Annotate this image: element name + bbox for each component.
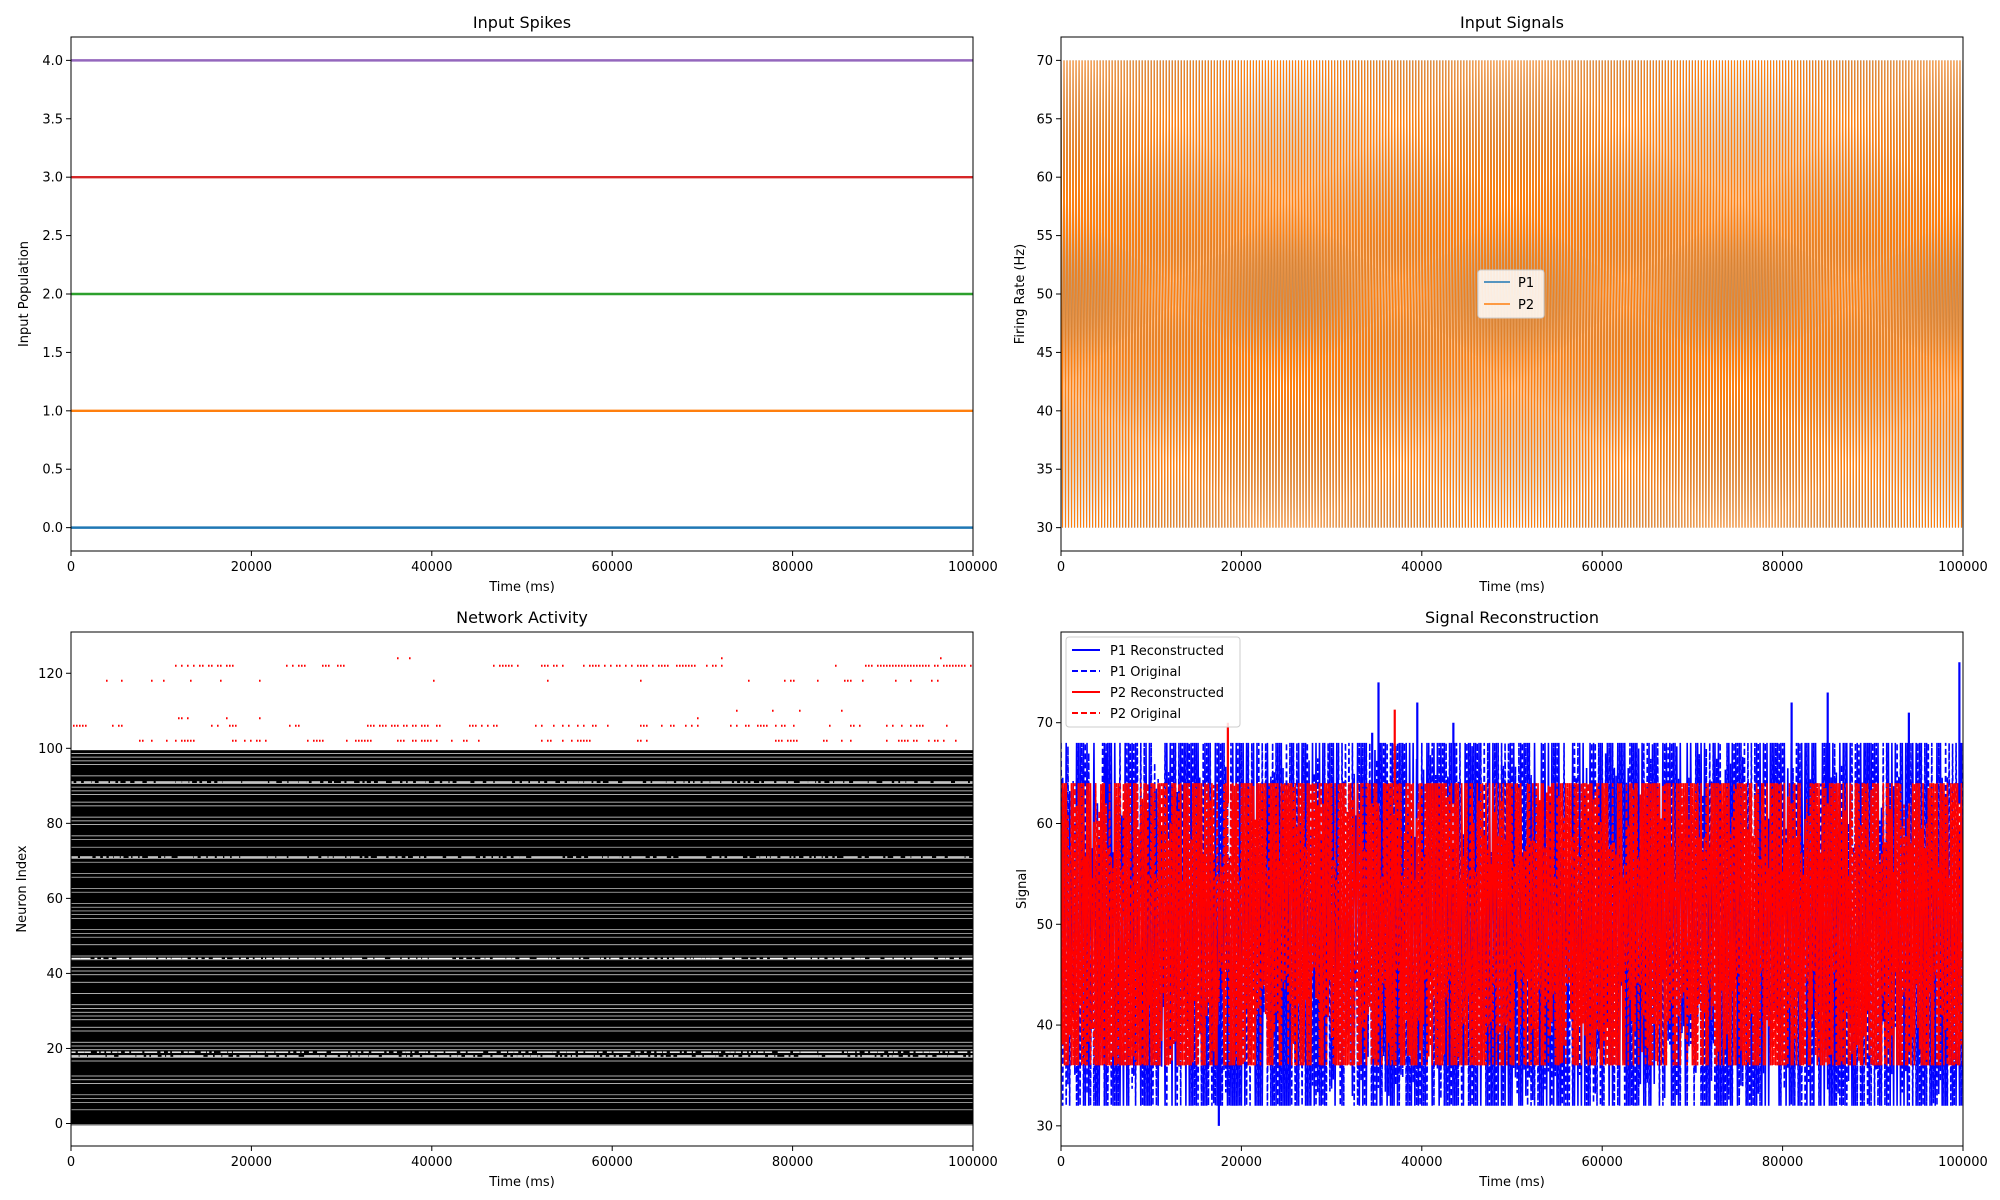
input-spikes-ytick-label: 1.5 bbox=[42, 346, 63, 361]
signal-reconstruction-ytick-label: 70 bbox=[1036, 716, 1053, 731]
network-activity-ytick-label: 120 bbox=[38, 667, 63, 682]
input-spikes-ylabel: Input Population bbox=[17, 241, 32, 347]
input-signals-xtick-label: 60000 bbox=[1582, 560, 1623, 575]
input-spikes-panel: Input Spikes Time (ms) Input Population … bbox=[17, 13, 998, 595]
signal-reconstruction-xlabel: Time (ms) bbox=[1478, 1175, 1545, 1190]
input-signals-title: Input Signals bbox=[1460, 13, 1564, 32]
signal-reconstruction-title: Signal Reconstruction bbox=[1425, 608, 1599, 627]
series-line-p2-original bbox=[1061, 783, 1963, 1066]
input-signals-ticks: 0 20000 40000 60000 80000 100000 30 35 40 45 50 55 6… bbox=[1036, 54, 1987, 575]
reconstruction-spikes bbox=[1104, 662, 1961, 1126]
input-signals-xtick-label: 80000 bbox=[1762, 560, 1803, 575]
network-activity-ytick-label: 100 bbox=[38, 742, 63, 757]
network-activity-ytick-label: 60 bbox=[46, 892, 63, 907]
signal-reconstruction-xtick-label: 40000 bbox=[1401, 1155, 1442, 1170]
legend-label-p1: P1 bbox=[1518, 276, 1534, 291]
input-signals-panel: Input Signals Time (ms) Firing Rate (Hz)… bbox=[1013, 13, 1988, 595]
input-signals-ytick-label: 50 bbox=[1036, 288, 1053, 303]
signal-reconstruction-axes-frame bbox=[1060, 631, 1964, 1147]
signal-reconstruction-ytick-label: 40 bbox=[1036, 1019, 1053, 1034]
legend-label-p2: P2 bbox=[1518, 298, 1534, 313]
excitatory-raster-gaps bbox=[71, 753, 973, 1126]
input-spikes-ytick-label: 2.0 bbox=[42, 288, 63, 303]
input-spikes-xtick-label: 40000 bbox=[411, 560, 452, 575]
signal-reconstruction-xtick-label: 60000 bbox=[1582, 1155, 1623, 1170]
input-signals-ytick-label: 70 bbox=[1036, 54, 1053, 69]
input-spikes-xtick-label: 0 bbox=[67, 560, 75, 575]
network-activity-ytick-label: 20 bbox=[46, 1042, 63, 1057]
input-spikes-ytick-label: 4.0 bbox=[42, 54, 63, 69]
inhibitory-raster bbox=[73, 657, 972, 742]
legend-label-p1-reconstructed: P1 Reconstructed bbox=[1110, 644, 1224, 659]
input-spikes-ytick-label: 3.0 bbox=[42, 171, 63, 186]
input-signals-xlabel: Time (ms) bbox=[1478, 580, 1545, 595]
input-spikes-ytick-label: 1.0 bbox=[42, 404, 63, 419]
network-activity-xtick-label: 60000 bbox=[592, 1155, 633, 1170]
signal-reconstruction-ytick-label: 30 bbox=[1036, 1119, 1053, 1134]
input-spikes-ytick-label: 0.0 bbox=[42, 521, 63, 536]
input-spikes-title: Input Spikes bbox=[473, 13, 571, 32]
network-activity-ytick-label: 40 bbox=[46, 967, 63, 982]
input-signals-ytick-label: 55 bbox=[1036, 229, 1053, 244]
network-activity-axes-frame bbox=[70, 631, 974, 1147]
series-line-p2-reconstructed bbox=[1061, 783, 1963, 1066]
signal-reconstruction-xtick-label: 80000 bbox=[1762, 1155, 1803, 1170]
signal-reconstruction-ticks: 0 20000 40000 60000 80000 100000 30 40 50 60 70 bbox=[1036, 716, 1987, 1170]
input-spikes-ytick-label: 3.5 bbox=[42, 112, 63, 127]
input-signals-xtick-label: 20000 bbox=[1221, 560, 1262, 575]
network-activity-ytick-label: 0 bbox=[55, 1117, 63, 1132]
input-signals-legend: P1 P2 bbox=[1477, 269, 1545, 319]
network-activity-xtick-label: 80000 bbox=[772, 1155, 813, 1170]
input-signals-ytick-label: 30 bbox=[1036, 521, 1053, 536]
network-activity-ticks: 0 20000 40000 60000 80000 100000 0 20 40 60 80 100 1… bbox=[38, 667, 998, 1170]
series-line-p2 bbox=[1061, 60, 1963, 528]
input-signals-ytick-label: 45 bbox=[1036, 346, 1053, 361]
input-signals-plot-area bbox=[1061, 60, 1963, 528]
network-activity-xtick-label: 100000 bbox=[948, 1155, 998, 1170]
network-activity-xtick-label: 0 bbox=[67, 1155, 75, 1170]
input-spikes-plot-area bbox=[71, 59, 973, 529]
legend-label-p2-reconstructed: P2 Reconstructed bbox=[1110, 686, 1224, 701]
network-activity-ytick-label: 80 bbox=[46, 817, 63, 832]
network-activity-panel: Network Activity Time (ms) Neuron Index … bbox=[15, 608, 998, 1190]
input-signals-ytick-label: 65 bbox=[1036, 112, 1053, 127]
signal-reconstruction-ytick-label: 60 bbox=[1036, 817, 1053, 832]
network-activity-ylabel: Neuron Index bbox=[15, 845, 30, 932]
input-spikes-xlabel: Time (ms) bbox=[488, 580, 555, 595]
legend-label-p2-original: P2 Original bbox=[1110, 707, 1181, 722]
input-spikes-ytick-label: 0.5 bbox=[42, 463, 63, 478]
signal-reconstruction-ytick-label: 50 bbox=[1036, 918, 1053, 933]
legend-label-p1-original: P1 Original bbox=[1110, 665, 1181, 680]
input-spikes-xtick-label: 100000 bbox=[948, 560, 998, 575]
excitatory-raster bbox=[71, 750, 973, 1126]
network-activity-plot-area bbox=[71, 657, 973, 1126]
legend-box bbox=[1065, 636, 1241, 728]
signal-reconstruction-plot-area bbox=[1061, 662, 1963, 1126]
input-signals-ylabel: Firing Rate (Hz) bbox=[1013, 244, 1028, 344]
input-spikes-xtick-label: 80000 bbox=[772, 560, 813, 575]
network-activity-title: Network Activity bbox=[456, 608, 588, 627]
network-activity-xtick-label: 20000 bbox=[231, 1155, 272, 1170]
network-activity-xtick-label: 40000 bbox=[411, 1155, 452, 1170]
signal-reconstruction-xtick-label: 20000 bbox=[1221, 1155, 1262, 1170]
input-spikes-ytick-label: 2.5 bbox=[42, 229, 63, 244]
input-signals-ytick-label: 35 bbox=[1036, 463, 1053, 478]
signal-reconstruction-xtick-label: 0 bbox=[1057, 1155, 1065, 1170]
input-signals-xtick-label: 0 bbox=[1057, 560, 1065, 575]
signal-reconstruction-xtick-label: 100000 bbox=[1938, 1155, 1988, 1170]
input-signals-ytick-label: 60 bbox=[1036, 171, 1053, 186]
input-signals-xtick-label: 40000 bbox=[1401, 560, 1442, 575]
input-spikes-xtick-label: 20000 bbox=[231, 560, 272, 575]
input-signals-ytick-label: 40 bbox=[1036, 404, 1053, 419]
signal-reconstruction-panel: Signal Reconstruction Time (ms) Signal P… bbox=[1015, 608, 1988, 1190]
signal-reconstruction-ylabel: Signal bbox=[1015, 869, 1030, 909]
network-activity-xlabel: Time (ms) bbox=[488, 1175, 555, 1190]
signal-reconstruction-legend: P1 Reconstructed P1 Original P2 Reconstr… bbox=[1065, 636, 1241, 728]
input-signals-xtick-label: 100000 bbox=[1938, 560, 1988, 575]
input-spikes-ticks: 0 20000 40000 60000 80000 100000 0.0 0.5 1.0 1.5 2… bbox=[42, 54, 998, 575]
input-spikes-xtick-label: 60000 bbox=[592, 560, 633, 575]
